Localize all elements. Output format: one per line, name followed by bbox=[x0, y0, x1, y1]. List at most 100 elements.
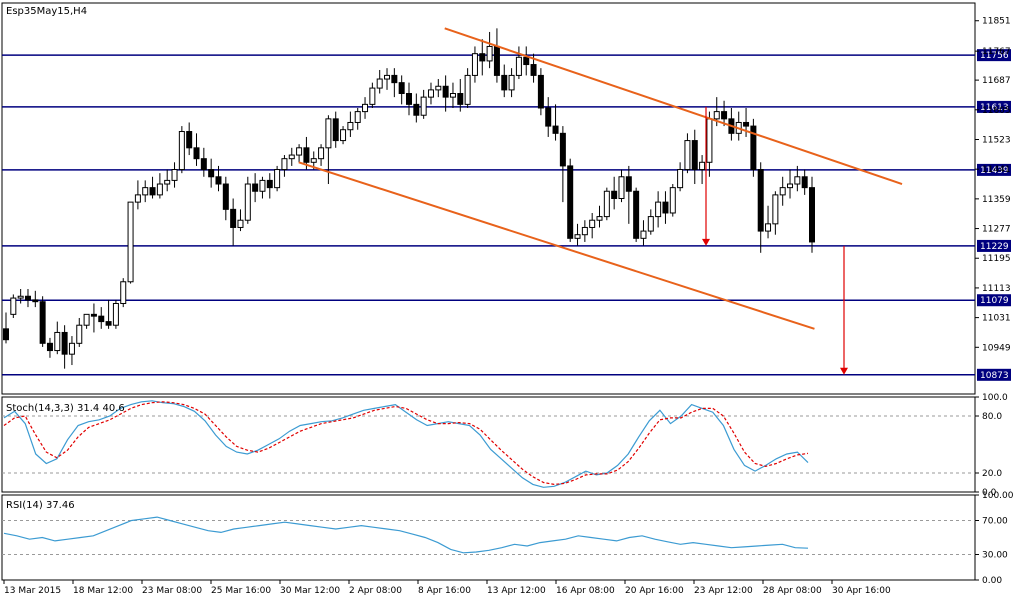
arrow-head bbox=[702, 238, 710, 246]
candle-body bbox=[68, 342, 75, 355]
level-tag-label: 10873 bbox=[980, 371, 1009, 381]
candle-body bbox=[801, 176, 808, 189]
candle-body bbox=[120, 281, 127, 304]
time-tick-label: 18 Mar 12:00 bbox=[73, 586, 133, 596]
time-tick-label: 16 Apr 08:00 bbox=[556, 586, 615, 596]
stoch-tick-label: 80.0 bbox=[982, 412, 1002, 422]
candle-body bbox=[347, 121, 354, 131]
stochastic-panel: 100.0 80.0 20.0 0.0 bbox=[2, 393, 1008, 498]
price-tick-label: 11031 bbox=[982, 314, 1011, 324]
candle-body bbox=[721, 111, 728, 120]
candle-body bbox=[186, 131, 193, 149]
channel-lines bbox=[298, 27, 903, 330]
candle-body bbox=[61, 331, 68, 355]
candle-body bbox=[384, 74, 391, 80]
candle-body bbox=[449, 93, 456, 98]
stoch-frame bbox=[1, 396, 976, 493]
time-tick-label: 28 Apr 08:00 bbox=[763, 586, 822, 596]
candle-body bbox=[765, 223, 772, 232]
candle-body bbox=[501, 74, 508, 91]
rsi-tick-label: 100.00 bbox=[982, 491, 1014, 501]
level-tag-label: 11756 bbox=[980, 51, 1009, 61]
candle-body bbox=[574, 234, 581, 239]
time-tick-label: 2 Apr 08:00 bbox=[349, 586, 402, 596]
candle-body bbox=[442, 85, 449, 98]
candle-body bbox=[713, 111, 720, 120]
candles bbox=[3, 28, 815, 369]
arrow-head bbox=[840, 367, 848, 375]
candle-body bbox=[743, 121, 750, 127]
candle-body bbox=[596, 216, 603, 221]
time-tick-label: 23 Mar 08:00 bbox=[142, 586, 202, 596]
candle-body bbox=[662, 201, 669, 214]
candle-body bbox=[83, 313, 90, 326]
rsi-tick-label: 30.00 bbox=[982, 551, 1008, 561]
candle-body bbox=[259, 179, 266, 192]
candle-body bbox=[340, 129, 347, 142]
candle-body bbox=[552, 125, 559, 134]
price-tick-label: 11441 bbox=[982, 165, 1011, 175]
candle-body bbox=[435, 85, 442, 91]
level-tag-label: 11439 bbox=[980, 166, 1009, 176]
candle-body bbox=[178, 131, 185, 171]
candle-body bbox=[479, 53, 486, 62]
price-tick-label: 11359 bbox=[982, 195, 1011, 205]
candle-body bbox=[39, 301, 46, 344]
time-tick-label: 25 Mar 16:00 bbox=[211, 586, 271, 596]
candle-body bbox=[76, 324, 83, 344]
candle-body bbox=[266, 179, 273, 189]
level-tag bbox=[977, 368, 1011, 381]
candle-body bbox=[244, 183, 251, 221]
level-tag bbox=[977, 49, 1011, 62]
candle-body bbox=[471, 53, 478, 76]
candle-body bbox=[200, 158, 207, 171]
stoch-series-line bbox=[3, 401, 809, 486]
stoch-title: Stoch(14,3,3) 31.4 40.6 bbox=[6, 403, 125, 414]
time-tick-label: 30 Mar 12:00 bbox=[280, 586, 340, 596]
candle-body bbox=[794, 176, 801, 185]
candle-body bbox=[252, 183, 259, 192]
candle-body bbox=[105, 321, 112, 326]
candle-body bbox=[647, 216, 654, 232]
level-tag-label: 11229 bbox=[980, 242, 1009, 252]
candle-body bbox=[413, 103, 420, 116]
candle-body bbox=[3, 328, 9, 341]
candle-body bbox=[156, 183, 163, 196]
candle-body bbox=[10, 297, 17, 315]
candle-body bbox=[640, 230, 647, 239]
candle-body bbox=[559, 132, 566, 167]
candle-body bbox=[493, 45, 500, 76]
price-tick-label: 11767 bbox=[982, 47, 1011, 57]
level-tag bbox=[977, 100, 1011, 113]
candle-body bbox=[274, 169, 281, 189]
candle-body bbox=[46, 342, 53, 352]
candle-body bbox=[523, 56, 530, 66]
candle-body bbox=[90, 313, 97, 317]
time-axis: 13 Mar 2015 18 Mar 12:00 23 Mar 08:00 25 Ma… bbox=[3, 580, 891, 596]
candle-body bbox=[677, 169, 684, 189]
candle-body bbox=[618, 176, 625, 199]
level-tag-label: 11079 bbox=[980, 296, 1009, 306]
price-tick-label: 11687 bbox=[982, 76, 1011, 86]
time-tick-label: 13 Apr 12:00 bbox=[487, 586, 546, 596]
candle-body bbox=[215, 176, 222, 185]
candle-body bbox=[669, 187, 676, 214]
candle-body bbox=[398, 82, 405, 95]
time-tick-label: 8 Apr 16:00 bbox=[418, 586, 471, 596]
level-tag-label: 11613 bbox=[980, 103, 1009, 113]
candle-body bbox=[581, 226, 588, 236]
candle-body bbox=[427, 89, 434, 98]
candle-body bbox=[809, 187, 815, 243]
candle-body bbox=[332, 118, 339, 142]
candle-body bbox=[303, 147, 310, 163]
price-tick-label: 10949 bbox=[982, 343, 1011, 353]
main-frame bbox=[1, 2, 976, 395]
candle-body bbox=[779, 187, 786, 196]
candle-body bbox=[691, 140, 698, 171]
candle-body bbox=[54, 331, 61, 352]
candle-body bbox=[603, 190, 610, 218]
candle-body bbox=[655, 201, 662, 218]
candle-body bbox=[376, 78, 383, 89]
level-tag bbox=[977, 239, 1011, 252]
candle-body bbox=[32, 299, 39, 303]
